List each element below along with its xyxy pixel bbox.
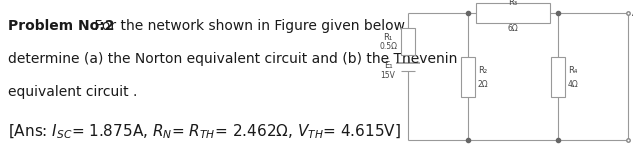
Text: Problem No:2: Problem No:2 [8, 19, 115, 33]
Text: For the network shown in Figure given below,: For the network shown in Figure given be… [90, 19, 410, 33]
Text: B: B [632, 136, 633, 145]
Text: R₄: R₄ [568, 66, 577, 75]
Bar [551, 57, 565, 97]
Bar [461, 57, 475, 97]
Text: 15V: 15V [380, 71, 396, 80]
Text: [Ans: $I_{SC}$= 1.875A, $R_N$= $R_{TH}$= 2.462$\Omega$, $V_{TH}$= 4.615V]: [Ans: $I_{SC}$= 1.875A, $R_N$= $R_{TH}$=… [8, 122, 401, 141]
Text: R₂: R₂ [478, 66, 487, 75]
Text: 2Ω: 2Ω [478, 80, 489, 89]
Text: equivalent circuit .: equivalent circuit . [8, 85, 137, 99]
Text: 6Ω: 6Ω [508, 24, 518, 33]
Bar [476, 3, 550, 23]
Text: 4Ω: 4Ω [568, 80, 579, 89]
Bar [401, 28, 415, 55]
Text: E₁: E₁ [384, 61, 392, 70]
Text: A: A [632, 9, 633, 18]
Text: determine (a) the Norton equivalent circuit and (b) the Thevenin: determine (a) the Norton equivalent circ… [8, 52, 458, 66]
Text: R₃: R₃ [508, 0, 518, 7]
Text: 0.5Ω: 0.5Ω [379, 42, 397, 51]
Text: R₁: R₁ [384, 33, 392, 42]
